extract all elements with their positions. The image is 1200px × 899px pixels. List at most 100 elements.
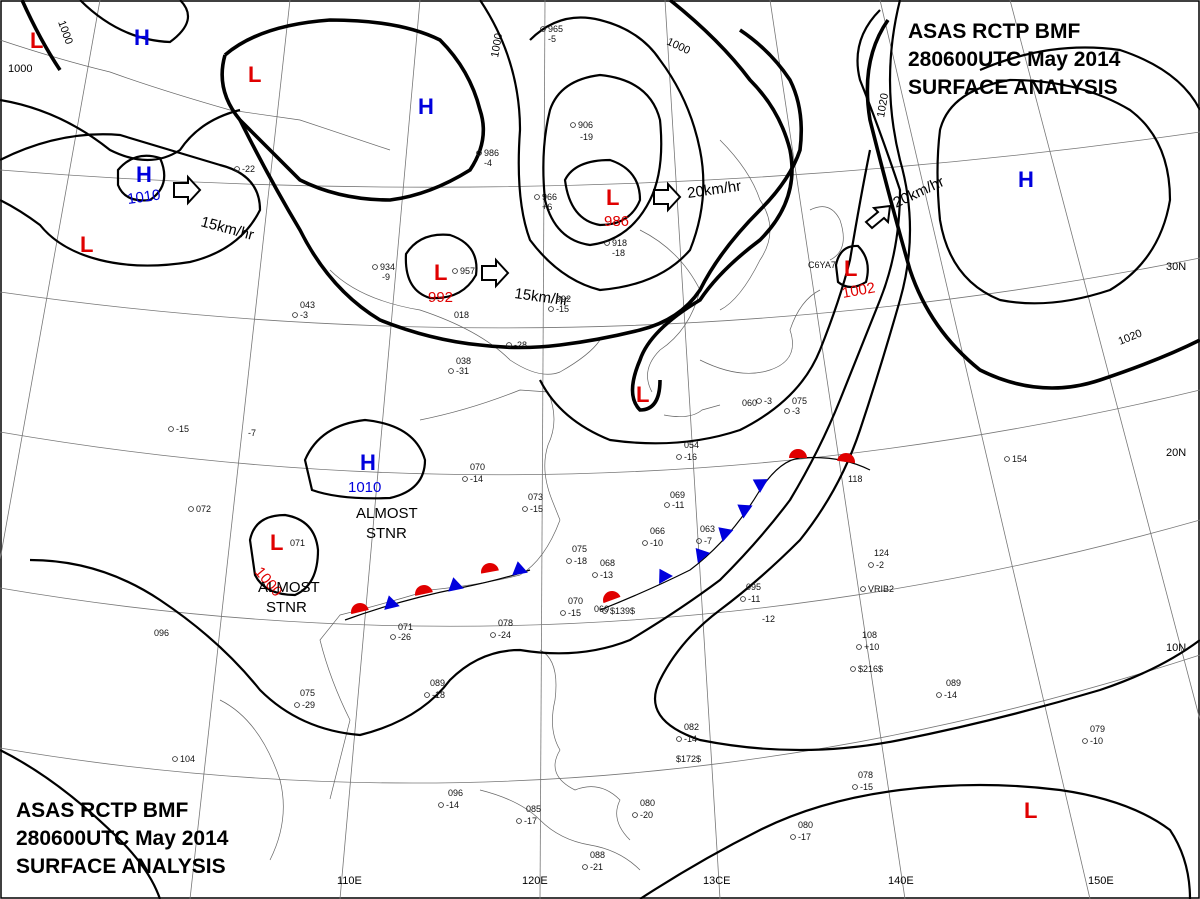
station-value: 965 — [548, 24, 563, 34]
header-line: SURFACE ANALYSIS — [16, 855, 226, 878]
station-value: -29 — [302, 700, 315, 710]
station-value: $139$ — [610, 606, 635, 616]
station-value: 992 — [556, 294, 571, 304]
station-value: 072 — [196, 504, 211, 514]
annotation-almost: ALMOST — [356, 505, 418, 522]
station-value: 078 — [858, 770, 873, 780]
station-value: -11 — [748, 594, 760, 604]
warm-front-mark — [603, 591, 621, 604]
annotation-stnr: STNR — [366, 525, 407, 542]
station-value: 154 — [1012, 454, 1027, 464]
warm-front-mark — [789, 449, 807, 458]
station-circle-icon — [448, 368, 454, 374]
station-circle-icon — [424, 692, 430, 698]
low-pressure-value: 1002 — [841, 279, 877, 302]
station-value: 068 — [600, 558, 615, 568]
station-value: 071 — [398, 622, 413, 632]
station-value: 018 — [454, 310, 469, 320]
station-value: C6YA7 — [808, 260, 836, 270]
station-value: -10 — [650, 538, 663, 548]
station-circle-icon — [642, 540, 648, 546]
station-circle-icon — [852, 784, 858, 790]
station-value: 075 — [300, 688, 315, 698]
cold-front-mark — [718, 527, 734, 542]
station-circle-icon — [452, 268, 458, 274]
station-circle-icon — [676, 736, 682, 742]
station-value: -14 — [684, 734, 697, 744]
header-top-right: ASAS RCTP BMF 280600UTC May 2014 SURFACE… — [908, 20, 1121, 99]
station-value: 957 — [460, 266, 475, 276]
station-circle-icon — [696, 538, 702, 544]
station-value: 118 — [848, 474, 862, 484]
station-value: -3 — [300, 310, 308, 320]
station-value: -21 — [590, 862, 603, 872]
station-circle-icon — [676, 454, 682, 460]
station-circle-icon — [168, 426, 174, 432]
station-value: 088 — [590, 850, 605, 860]
station-value: 082 — [684, 722, 699, 732]
latitude-label: 30N — [1166, 261, 1186, 273]
low-centre: L — [248, 62, 261, 87]
header-line: SURFACE ANALYSIS — [908, 76, 1118, 99]
station-circle-icon — [604, 240, 610, 246]
latitude-labels: 30N 20N 10N — [1166, 261, 1186, 654]
station-value: -20 — [640, 810, 653, 820]
high-centre: H — [418, 94, 434, 119]
warm-front-mark — [351, 603, 369, 615]
station-circle-icon — [868, 562, 874, 568]
station-circle-icon — [188, 506, 194, 512]
low-pressure-value: 992 — [428, 289, 453, 306]
station-value: 060 — [594, 604, 609, 614]
warm-front-mark — [481, 563, 499, 574]
station-value: -15 — [556, 304, 569, 314]
low-centre: L — [1024, 798, 1037, 823]
low-centre: L — [434, 260, 447, 285]
isobar-label: 1020 — [875, 92, 891, 118]
station-value: -17 — [798, 832, 811, 842]
low-centre: L — [270, 530, 283, 555]
station-value: -14 — [470, 474, 483, 484]
header-line: 280600UTC May 2014 — [16, 827, 229, 850]
high-centre: H — [136, 162, 152, 187]
station-circle-icon — [534, 194, 540, 200]
station-value: -15 — [860, 782, 873, 792]
station-value: 934 — [380, 262, 395, 272]
station-value: 070 — [470, 462, 485, 472]
station-circle-icon — [784, 408, 790, 414]
station-value: 104 — [180, 754, 195, 764]
warm-front-mark — [415, 585, 433, 596]
station-value: 070 — [568, 596, 583, 606]
station-value: 069 — [670, 490, 685, 500]
station-value: 089 — [430, 678, 445, 688]
station-value: 906 — [578, 120, 593, 130]
station-value: -18 — [612, 248, 625, 258]
station-circle-icon — [506, 342, 512, 348]
station-value: -18 — [432, 690, 445, 700]
station-value: -2 — [876, 560, 884, 570]
cold-front-mark — [448, 577, 464, 592]
station-value: -4 — [484, 158, 492, 168]
station-circle-icon — [172, 756, 178, 762]
cold-front-mark — [752, 479, 768, 493]
station-circle-icon — [632, 812, 638, 818]
station-value: -9 — [382, 272, 390, 282]
station-value: -24 — [498, 630, 511, 640]
station-value: 073 — [528, 492, 543, 502]
station-circle-icon — [438, 802, 444, 808]
high-centre: H — [1018, 167, 1034, 192]
motion-arrows — [173, 174, 892, 289]
station-value: 075 — [572, 544, 587, 554]
station-value: 038 — [456, 356, 471, 366]
annotation-stnr: STNR — [266, 599, 307, 616]
header-line: ASAS RCTP BMF — [908, 20, 1080, 43]
station-value: -14 — [944, 690, 957, 700]
station-value: -13 — [600, 570, 613, 580]
station-value: 095 — [746, 582, 761, 592]
station-value: -7 — [704, 536, 712, 546]
station-value: 075 — [792, 396, 807, 406]
station-circle-icon — [1082, 738, 1088, 744]
latitude-lines — [0, 131, 1200, 784]
